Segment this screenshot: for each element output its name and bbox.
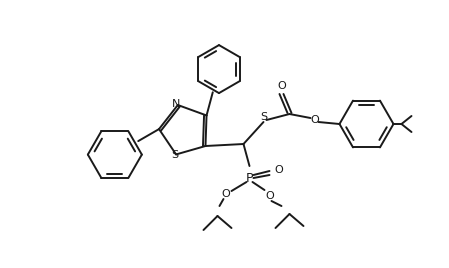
Text: O: O bbox=[277, 81, 286, 91]
Text: S: S bbox=[172, 150, 179, 161]
Text: O: O bbox=[310, 115, 319, 125]
Text: S: S bbox=[260, 112, 267, 122]
Text: O: O bbox=[221, 189, 230, 199]
Text: O: O bbox=[265, 191, 274, 201]
Text: P: P bbox=[246, 172, 253, 184]
Text: O: O bbox=[274, 165, 283, 175]
Text: N: N bbox=[172, 99, 180, 109]
